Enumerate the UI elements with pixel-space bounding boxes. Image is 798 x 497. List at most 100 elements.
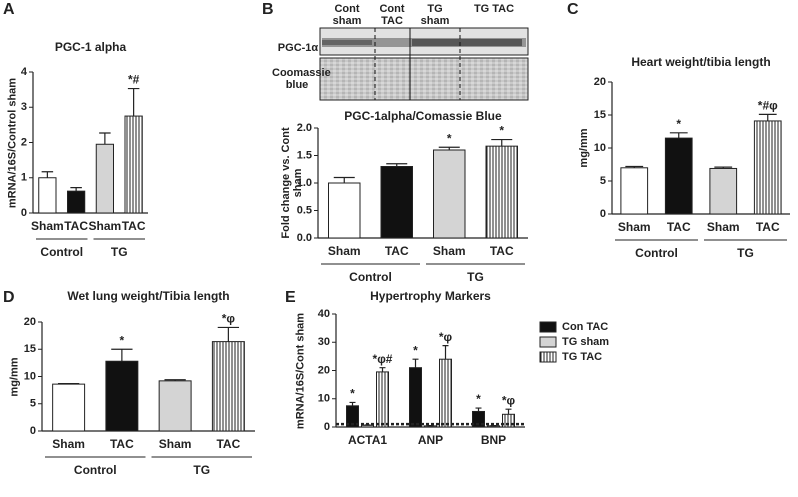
bar: [709, 167, 738, 215]
error-bar: [379, 367, 386, 372]
y-tick-label: 2.0: [297, 122, 312, 134]
legend-swatch: [539, 351, 557, 363]
bar: [380, 166, 413, 239]
y-tick-label: 30: [318, 336, 330, 348]
chart-title: Heart weight/tibia length: [631, 55, 770, 69]
panel-letter: D: [3, 289, 15, 306]
annotation: *: [499, 124, 504, 138]
annotation: *: [476, 392, 481, 406]
y-tick-label: 15: [24, 343, 36, 355]
error-bar: [758, 113, 777, 121]
error-bar: [475, 407, 482, 412]
y-tick-label: 0.0: [297, 232, 312, 244]
y-tick-label: 0.5: [297, 204, 312, 216]
bar: [52, 383, 86, 432]
y-tick-label: 10: [318, 393, 330, 405]
group-label: TG: [111, 245, 128, 259]
annotation: *: [676, 117, 681, 131]
bar: [753, 120, 782, 215]
y-tick-label: 1.5: [297, 149, 312, 161]
legend-label: TG TAC: [562, 351, 602, 363]
bar: [95, 143, 114, 214]
x-tick-label: Sham: [707, 220, 740, 234]
x-tick-label: Sham: [31, 219, 64, 233]
x-tick-label: TAC: [756, 220, 780, 234]
y-tick-label: 3: [21, 101, 27, 113]
y-axis-label: mg/mm: [7, 356, 20, 397]
y-tick-label: 0: [21, 207, 27, 219]
blot-row-label: PGC-1α: [277, 42, 319, 54]
group-label: Control: [635, 246, 678, 260]
y-axis-label: mRNA/16S/Control sham: [5, 77, 18, 208]
error-bar: [491, 138, 513, 147]
chart-title: Wet lung weight/Tibia length: [67, 289, 229, 303]
error-bar: [442, 345, 449, 360]
bar: [67, 190, 86, 214]
bar: [38, 177, 57, 214]
y-tick-label: 20: [318, 364, 330, 376]
bar: [211, 341, 245, 432]
error-bar: [70, 187, 82, 192]
bar: [439, 358, 452, 428]
y-axis-label: mg/mm: [577, 128, 590, 168]
y-tick-label: 20: [24, 316, 36, 328]
annotation: *φ: [502, 393, 516, 407]
annotation: *#: [128, 73, 140, 87]
y-tick-label: 20: [594, 76, 606, 88]
x-tick-label: BNP: [481, 433, 506, 447]
x-tick-label: ACTA1: [348, 433, 387, 447]
chart-title: PGC-1 alpha: [55, 40, 127, 54]
bar: [124, 115, 143, 214]
annotation: *φ: [222, 312, 236, 326]
error-bar: [217, 326, 240, 342]
group-label: Control: [349, 270, 392, 284]
x-tick-label: TAC: [122, 219, 146, 233]
y-axis-label: mRNA/16S/Cont sham: [293, 312, 306, 429]
annotation: *: [413, 343, 418, 357]
group-label: Control: [40, 245, 83, 259]
x-tick-label: Sham: [433, 244, 466, 258]
error-bar: [438, 146, 460, 150]
annotation: *: [120, 333, 125, 347]
y-axis-label: Fold change vs. Cont sham: [279, 127, 304, 239]
bar: [376, 371, 389, 428]
y-tick-label: 4: [21, 66, 28, 78]
panel-letter: C: [567, 1, 579, 18]
error-bar: [41, 171, 54, 178]
x-tick-label: TAC: [385, 244, 409, 258]
group-label: Control: [74, 463, 117, 477]
x-tick-label: Sham: [328, 244, 361, 258]
x-tick-label: ANP: [418, 433, 443, 447]
western-blot: [319, 27, 529, 101]
error-bar: [57, 382, 80, 385]
error-bar: [505, 408, 512, 415]
chart-title: Hypertrophy Markers: [370, 289, 491, 303]
y-tick-label: 5: [600, 175, 606, 187]
bar: [105, 360, 139, 432]
x-tick-label: TAC: [64, 219, 88, 233]
y-tick-label: 0: [324, 421, 330, 433]
x-tick-label: Sham: [159, 437, 192, 451]
y-tick-label: 10: [24, 370, 36, 382]
bar: [328, 182, 361, 239]
y-tick-label: 1: [21, 172, 27, 184]
y-tick-label: 40: [318, 308, 330, 320]
lane-label: Cont sham: [332, 3, 362, 28]
lane-label: Cont TAC: [379, 3, 405, 28]
x-tick-label: TAC: [110, 437, 134, 451]
y-tick-label: 0: [600, 208, 606, 220]
x-tick-label: Sham: [89, 219, 122, 233]
group-label: TG: [193, 463, 210, 477]
blot-row-label: Coomassie blue: [272, 67, 331, 92]
legend-swatch: [539, 321, 557, 333]
x-tick-label: TAC: [490, 244, 514, 258]
x-tick-label: Sham: [52, 437, 85, 451]
legend-label: TG sham: [562, 336, 609, 348]
bar: [485, 145, 518, 239]
annotation: *: [350, 387, 355, 401]
error-bar: [333, 176, 355, 183]
error-bar: [669, 132, 688, 139]
y-tick-label: 1.0: [297, 177, 312, 189]
x-tick-label: TAC: [667, 220, 691, 234]
